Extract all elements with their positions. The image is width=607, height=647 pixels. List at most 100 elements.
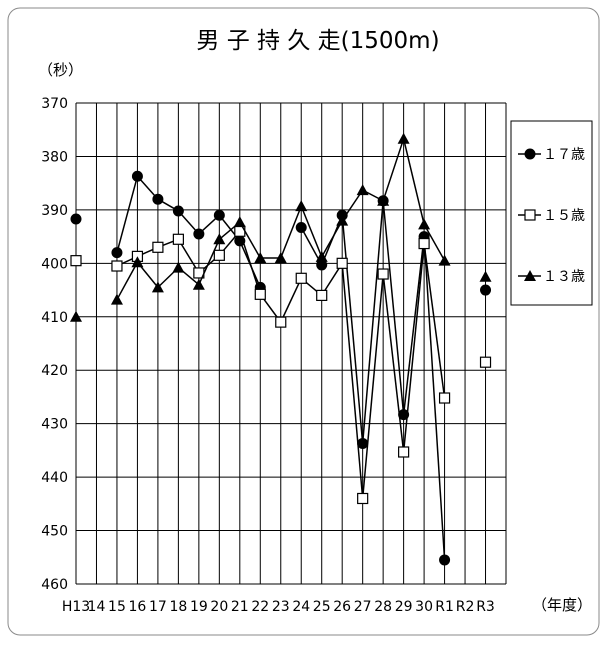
- grid: [75, 102, 507, 585]
- point-13: [438, 254, 451, 266]
- point-15: [479, 356, 492, 368]
- x-tick-label: R3: [476, 599, 495, 615]
- point-15: [316, 289, 328, 301]
- x-axis-label: （年度）: [532, 596, 592, 614]
- point-17: [357, 437, 369, 449]
- series-segment: [423, 223, 446, 262]
- series-segment: [382, 138, 405, 202]
- series-segment: [423, 243, 446, 399]
- y-tick-label: 410: [41, 310, 68, 326]
- series-segment: [116, 176, 139, 253]
- series-segment: [116, 261, 139, 301]
- series-segment: [402, 236, 425, 415]
- legend-label-15: １５歳: [543, 208, 585, 224]
- y-tick-label: 460: [41, 577, 68, 593]
- series-segment: [361, 200, 384, 444]
- series-segment: [382, 200, 405, 415]
- point-13: [377, 194, 390, 206]
- point-13: [213, 233, 226, 245]
- x-tick-label: 22: [251, 599, 269, 615]
- point-17: [193, 228, 205, 240]
- legend-label-13: １３歳: [543, 269, 585, 285]
- series-segment: [341, 189, 364, 221]
- point-15: [438, 392, 451, 404]
- point-13: [131, 256, 144, 268]
- point-17: [111, 247, 123, 259]
- y-tick-label: 440: [41, 470, 68, 486]
- x-tick-label: R1: [435, 599, 454, 615]
- series-segment: [341, 263, 364, 499]
- x-tick-label: 28: [374, 599, 392, 615]
- point-13: [336, 214, 349, 226]
- x-tick-label: 16: [129, 599, 147, 615]
- x-tick-label: 23: [272, 599, 290, 615]
- series-segment: [321, 220, 343, 258]
- y-tick-label: 400: [41, 256, 68, 272]
- series-segment: [239, 221, 261, 259]
- point-13: [233, 216, 246, 228]
- point-13: [110, 293, 123, 305]
- point-17: [213, 209, 225, 221]
- series-segment: [300, 205, 323, 258]
- point-15: [213, 249, 225, 261]
- point-15: [357, 492, 369, 505]
- y-tick-label: 390: [41, 203, 68, 219]
- point-17: [439, 554, 451, 566]
- point-13: [274, 251, 287, 263]
- legend-marker: [524, 148, 536, 160]
- y-tick-label: 370: [41, 96, 68, 112]
- x-tick-label: 27: [354, 599, 372, 615]
- chart-title: 男 子 持 久 走(1500m): [196, 28, 439, 54]
- x-tick-label: 15: [108, 599, 126, 615]
- point-13: [70, 310, 82, 322]
- point-15: [111, 260, 123, 272]
- legend: １７歳 １５歳 １３歳: [510, 120, 593, 306]
- series-3: [70, 132, 492, 322]
- point-13: [192, 278, 205, 290]
- series-segment: [361, 273, 384, 499]
- series-segment: [341, 215, 364, 444]
- series-segment: [280, 277, 302, 323]
- point-15: [418, 237, 430, 250]
- legend-marker: [524, 270, 536, 281]
- x-tick-label: 17: [149, 599, 167, 615]
- y-tick-label: 380: [41, 149, 68, 165]
- y-tick-label: 450: [41, 524, 68, 540]
- point-13: [479, 270, 492, 282]
- point-15: [254, 288, 266, 300]
- point-15: [152, 241, 164, 253]
- point-17: [70, 213, 82, 225]
- point-15: [336, 257, 348, 269]
- series-segment: [382, 273, 405, 453]
- series-segment: [239, 231, 261, 295]
- point-13: [172, 261, 185, 273]
- point-13: [151, 281, 164, 293]
- point-13: [397, 132, 410, 144]
- legend-label-17: １７歳: [543, 147, 585, 163]
- legend-marker: [524, 209, 536, 221]
- point-13: [356, 184, 369, 196]
- x-tick-label: 18: [169, 599, 187, 615]
- x-tick-label: 29: [395, 599, 413, 615]
- chart-frame: [7, 7, 600, 636]
- x-tick-label: 21: [231, 599, 249, 615]
- x-tick-label: 19: [190, 599, 208, 615]
- point-15: [398, 446, 410, 458]
- series-segment: [280, 205, 302, 259]
- series-segment: [402, 243, 425, 453]
- x-tick-label: H13: [62, 599, 90, 615]
- point-17: [131, 170, 143, 182]
- x-tick-label: 30: [415, 599, 433, 615]
- point-13: [418, 218, 431, 230]
- point-17: [152, 193, 164, 205]
- point-15: [275, 316, 287, 328]
- x-tick-label: R2: [456, 599, 475, 615]
- series-group: [70, 132, 492, 566]
- y-tick-label: 420: [41, 363, 68, 379]
- y-tick-label: 430: [41, 417, 68, 433]
- point-17: [172, 205, 184, 217]
- x-tick-label: 26: [333, 599, 351, 615]
